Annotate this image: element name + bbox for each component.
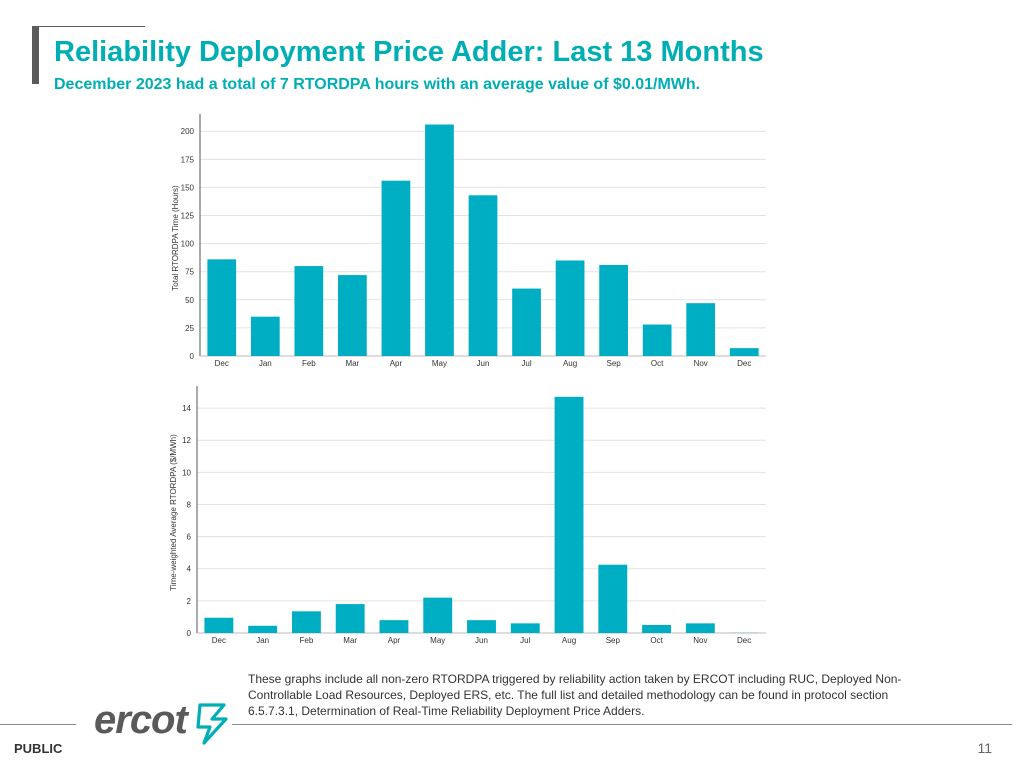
bar <box>686 303 716 356</box>
y-tick-label: 25 <box>185 324 194 333</box>
x-tick-label: May <box>430 636 445 645</box>
x-tick-label: Oct <box>651 359 664 368</box>
bar <box>207 259 237 356</box>
x-tick-label: May <box>432 359 447 368</box>
x-tick-label: Jan <box>259 359 272 368</box>
logo-wordmark: ercot <box>94 698 189 742</box>
bar <box>642 624 672 633</box>
x-tick-label: Aug <box>563 359 577 368</box>
x-tick-label: Mar <box>345 359 359 368</box>
bar <box>642 324 672 356</box>
bar <box>512 288 541 356</box>
x-tick-label: Dec <box>737 636 751 645</box>
x-tick-label: Dec <box>737 359 751 368</box>
x-tick-label: Nov <box>693 636 707 645</box>
page-title: Reliability Deployment Price Adder: Last… <box>54 36 764 68</box>
y-tick-label: 0 <box>187 629 192 638</box>
bar <box>685 623 715 633</box>
x-tick-label: Dec <box>215 359 229 368</box>
bar <box>425 124 454 356</box>
bar <box>555 260 585 356</box>
x-tick-label: Jun <box>475 636 488 645</box>
x-tick-label: Dec <box>212 636 226 645</box>
footer-rule-right <box>232 724 1012 725</box>
x-tick-label: Jan <box>256 636 269 645</box>
x-tick-label: Feb <box>302 359 316 368</box>
bar <box>554 396 584 633</box>
texas-bolt-icon <box>196 703 228 745</box>
y-tick-label: 75 <box>185 268 194 277</box>
x-tick-label: Sep <box>606 636 621 645</box>
classification-label: PUBLIC <box>14 741 63 756</box>
bar <box>204 617 234 633</box>
y-tick-label: 2 <box>187 597 192 606</box>
title-accent-bar <box>32 26 39 84</box>
bar <box>381 180 411 356</box>
y-tick-label: 100 <box>181 240 195 249</box>
y-tick-label: 10 <box>182 468 191 477</box>
x-tick-label: Mar <box>343 636 357 645</box>
x-tick-label: Jun <box>477 359 490 368</box>
bar <box>294 266 324 356</box>
bar <box>510 623 540 633</box>
bar <box>335 604 365 633</box>
y-tick-label: 150 <box>181 183 195 192</box>
title-accent-rule <box>32 26 145 27</box>
page-number: 11 <box>977 740 992 756</box>
bar <box>250 316 280 356</box>
x-tick-label: Oct <box>650 636 663 645</box>
x-tick-label: Apr <box>390 359 403 368</box>
y-tick-label: 0 <box>190 352 195 361</box>
bar <box>291 611 321 633</box>
x-tick-label: Sep <box>606 359 621 368</box>
y-tick-label: 6 <box>187 533 192 542</box>
x-tick-label: Apr <box>388 636 401 645</box>
y-tick-label: 50 <box>185 296 194 305</box>
x-tick-label: Feb <box>300 636 314 645</box>
footnote: These graphs include all non-zero RTORDP… <box>248 672 902 718</box>
x-tick-label: Jul <box>520 636 530 645</box>
y-tick-label: 8 <box>187 500 192 509</box>
y-axis-title: Time-weighted Average RTORDPA ($/MWh) <box>169 434 178 591</box>
ercot-logo: ercot <box>94 698 228 745</box>
bar <box>729 348 759 356</box>
y-tick-label: 175 <box>181 155 195 164</box>
bar <box>379 620 409 633</box>
bar <box>338 275 367 356</box>
y-tick-label: 200 <box>181 127 195 136</box>
page-subtitle: December 2023 had a total of 7 RTORDPA h… <box>54 76 701 93</box>
y-tick-label: 4 <box>187 565 192 574</box>
y-axis-title: Total RTORDPA Time (Hours) <box>171 185 180 291</box>
x-tick-label: Aug <box>562 636 576 645</box>
x-tick-label: Nov <box>694 359 708 368</box>
bar <box>423 597 453 633</box>
y-tick-label: 12 <box>182 436 191 445</box>
bar <box>599 264 628 356</box>
bar <box>248 625 278 633</box>
footer-rule-left <box>0 724 76 725</box>
x-tick-label: Jul <box>521 359 531 368</box>
y-tick-label: 14 <box>182 404 191 413</box>
bar <box>467 620 496 633</box>
y-tick-label: 125 <box>181 212 195 221</box>
bar <box>598 564 628 633</box>
bar <box>468 195 498 356</box>
